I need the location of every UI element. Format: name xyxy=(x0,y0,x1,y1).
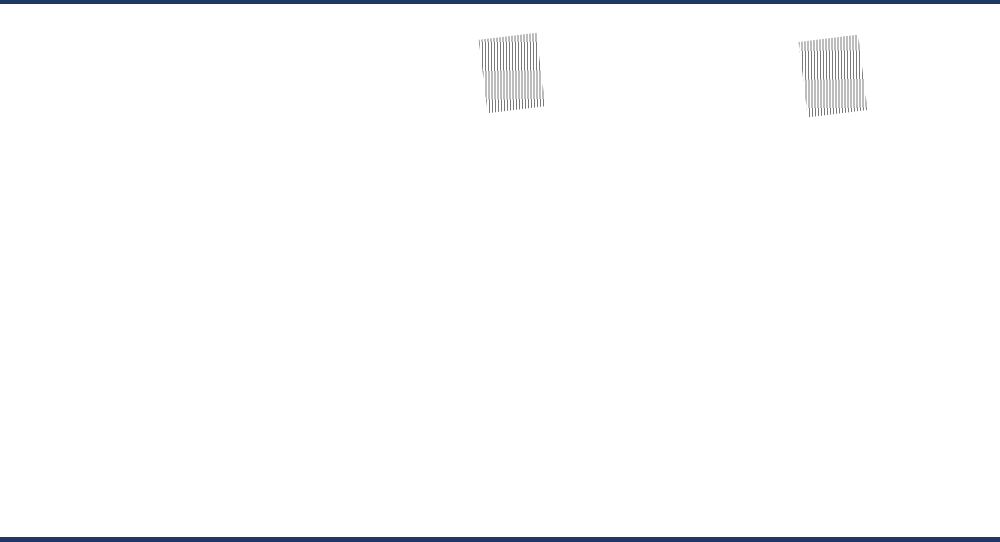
legend-swatch-mainland-yoy-line xyxy=(858,94,890,97)
chart-legend xyxy=(768,90,956,101)
legend-item-mainland-yoy xyxy=(858,94,897,97)
legend-swatch-mainland-bar xyxy=(768,90,786,101)
legend-swatch-overseas-yoy-line xyxy=(917,94,949,97)
legend-item-mainland xyxy=(768,90,793,101)
watermark-scratch-mark xyxy=(798,34,868,118)
top-accent-bar xyxy=(0,0,1000,4)
legend-swatch-overseas-bar xyxy=(813,90,831,101)
watermark-scratch-mark xyxy=(478,32,546,114)
legend-item-overseas-yoy xyxy=(917,94,956,97)
bottom-accent-bar xyxy=(0,537,1000,542)
legend-item-overseas xyxy=(813,90,838,101)
